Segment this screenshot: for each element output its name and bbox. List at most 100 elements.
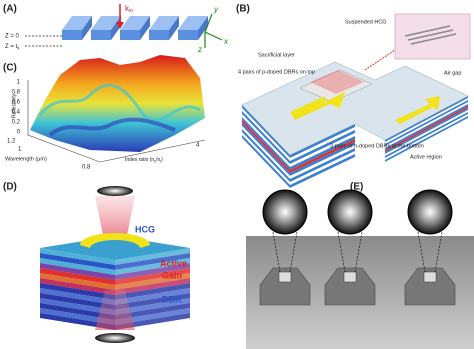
k-label: kin [125, 4, 133, 14]
lbl: h [154, 159, 156, 163]
y-axis-label: Index ratio (nh/nl) [125, 157, 163, 163]
stack-layer [290, 130, 355, 164]
z-tick: 1 [17, 80, 21, 86]
stack-layer [242, 126, 290, 179]
inset-grating-part [410, 33, 457, 45]
stack-layer [385, 102, 468, 148]
device-mesa [259, 267, 311, 306]
k-sub: in [129, 8, 133, 14]
panel-e: (E) [246, 182, 474, 349]
mode-image [262, 189, 308, 235]
top-dbr-label: 4 pairs of p-doped DBRs on top [238, 69, 315, 75]
device-top [241, 61, 469, 156]
stack-layer [242, 108, 290, 161]
layer-side [115, 293, 190, 310]
axis-z-label: z [197, 45, 202, 54]
layer-front [40, 253, 115, 270]
bar-side [140, 16, 150, 40]
lbl: /n [156, 157, 160, 163]
contact-ring [80, 233, 150, 248]
active-label: Active [160, 258, 187, 268]
x-tick: 1.2 [7, 139, 16, 145]
bar-front [149, 30, 169, 40]
layer-side [115, 298, 190, 315]
zt-sub: g [17, 45, 19, 50]
layer-side [115, 253, 190, 270]
arrow-head [116, 22, 124, 29]
x-tick: 1 [18, 147, 22, 153]
device-center [278, 271, 292, 283]
stack-layer [385, 114, 468, 160]
stack-layer [242, 117, 290, 170]
grating-bars [62, 16, 208, 40]
layer-front [40, 283, 115, 300]
beam-spot-bottom [95, 333, 135, 343]
stack-layer [385, 108, 468, 154]
stack-layer [290, 145, 355, 179]
inset-grating-part [407, 29, 454, 41]
active-label: Active region [410, 154, 442, 160]
inset [394, 13, 471, 60]
output-beam [95, 196, 135, 245]
gain-label: Gain [162, 270, 182, 280]
stack-layer [242, 135, 290, 188]
layer-front [40, 258, 115, 275]
y-tick: 4 [196, 143, 200, 149]
stack-layer [242, 114, 290, 167]
bar-front [120, 30, 140, 40]
layer-front [40, 298, 115, 315]
zt-main: Z = t [5, 44, 18, 50]
x-axis-label: Wavelength (μm) [5, 156, 47, 162]
x-tick: 0.8 [82, 165, 91, 171]
layer-side [115, 288, 190, 305]
z-tick: 0.8 [12, 90, 21, 96]
device-center [343, 271, 357, 283]
layer-side [115, 273, 190, 290]
stack-layer [242, 138, 290, 191]
mode-image [327, 189, 373, 235]
layer-front [40, 308, 115, 325]
surface-ridge [38, 83, 201, 123]
layer-front [40, 293, 115, 310]
axis-x [204, 31, 223, 41]
layer-top [40, 236, 190, 260]
stack-layer [385, 118, 468, 164]
stack-layer [290, 157, 355, 191]
stack-layer [385, 96, 468, 142]
stack-layer [385, 100, 468, 146]
stack-layer [385, 104, 468, 150]
stack-layer [290, 124, 355, 158]
inset-leader [364, 49, 396, 71]
layer-side [115, 278, 190, 295]
airgap-label: Air gap [444, 70, 461, 76]
layer-front [40, 288, 115, 305]
panel-label: (D) [3, 182, 17, 193]
stack-layer [385, 116, 468, 162]
axis-x-label: x [223, 37, 229, 46]
mode-image [407, 189, 453, 235]
stack-layer [385, 112, 468, 158]
dbr-stack [242, 96, 468, 191]
layer-front [40, 273, 115, 290]
z-tick: 0 [17, 130, 21, 136]
panel-label: (A) [3, 4, 17, 15]
layer-side [115, 268, 190, 285]
lbl: ) [161, 157, 163, 163]
z-tick: 0.4 [12, 110, 21, 116]
bar-front [62, 30, 82, 40]
stack-layer [385, 98, 468, 144]
panel-label: (E) [350, 182, 363, 193]
stack-layer [290, 136, 355, 170]
surface-valley [48, 117, 176, 137]
layer-side [115, 303, 190, 320]
z-axis-label: Reflectivity [11, 93, 17, 118]
layer-side [115, 258, 190, 275]
panel-c: (C) Reflectivity 1 0.8 0.6 0.4 0.2 0 1.2 1 0.… [3, 55, 206, 171]
device-mesa [404, 267, 456, 306]
layer-front [40, 303, 115, 320]
stack-layer [290, 133, 355, 167]
contact-arrow [395, 96, 440, 124]
stack-layer [242, 105, 290, 158]
sacrificial-block [299, 69, 373, 103]
